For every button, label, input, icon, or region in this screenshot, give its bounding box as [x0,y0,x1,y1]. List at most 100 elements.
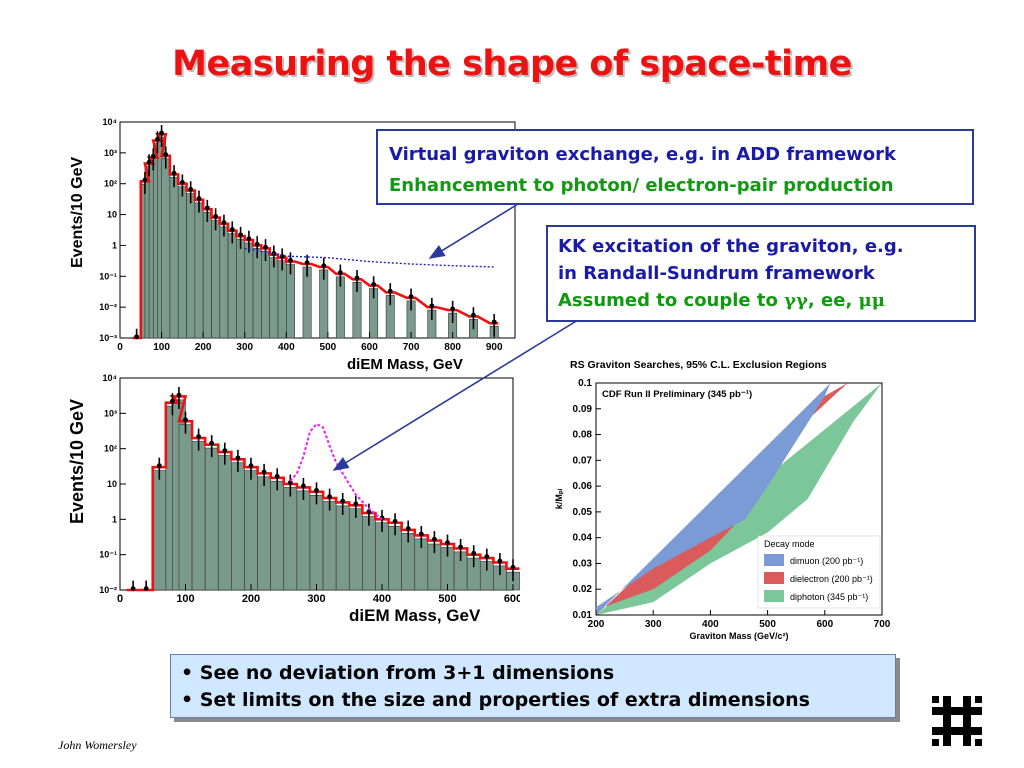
bottom-bar [362,516,376,591]
bottom-bar [335,505,350,591]
top-data-point [337,270,343,275]
top-data-point [229,227,235,232]
rs-callout-box: KK excitation of the graviton, e.g. in R… [546,225,976,322]
bottom-y-tick-label: 1 [112,514,117,524]
bottom-data-point [196,434,202,439]
bottom-bar [178,424,193,591]
top-x-tick-label: 900 [486,342,503,353]
author-footer: John Womersley [58,738,137,752]
bottom-data-point [484,554,490,560]
rs-y-tick-label: 0.08 [573,430,593,441]
top-data-point [304,260,310,266]
top-data-point [429,303,435,309]
bottom-bar [217,455,232,591]
add-callout-box: Virtual graviton exchange, e.g. in ADD f… [376,129,974,205]
bottom-x-tick-label: 300 [307,593,325,605]
bottom-bar [204,447,219,591]
top-x-tick-label: 600 [361,342,378,353]
bottom-y-tick-label: 10⁴ [103,374,117,383]
rs-legend-label: diphoton (345 pb⁻¹) [790,592,868,602]
top-bar [286,264,295,339]
top-data-point [471,312,476,318]
bottom-bar [244,470,258,591]
top-data-point [150,153,156,159]
rs-exclusion-plot: RS Graviton Searches, 95% C.L. Exclusion… [554,359,891,641]
bottom-data-point [340,498,346,504]
rs-x-tick-label: 200 [588,619,605,630]
top-x-tick-label: 0 [117,342,123,353]
bottom-data-point [209,440,215,446]
bottom-x-tick-label: 600 [504,593,520,605]
bottom-data-point [445,540,450,545]
bottom-y-tick-label: 10² [104,444,117,454]
top-data-point [221,220,227,225]
bottom-data-point [497,558,503,564]
top-bar [194,202,204,339]
rs-legend-swatch [764,554,784,566]
top-data-point [450,306,456,312]
top-bar [261,251,270,339]
top-y-tick-label: 10³ [104,148,117,158]
top-x-tick-label: 800 [444,342,461,353]
top-x-tick-label: 100 [153,342,170,353]
rs-dimuon-region [596,383,831,615]
bottom-data-point [353,501,359,507]
top-data-point [491,319,497,325]
rs-y-tick-label: 0.05 [573,507,593,518]
top-x-tick-label: 500 [320,342,337,353]
rs-legend-swatch [764,590,784,602]
top-x-tick-label: 700 [403,342,420,353]
bottom-bar [388,525,402,591]
top-data-point [371,281,377,287]
top-bar [319,269,329,339]
rs-callout-line1: KK excitation of the graviton, e.g. [558,236,904,257]
top-bar [219,226,229,339]
rs-callout-line2: in Randall-Sundrum framework [558,263,875,284]
bottom-bar [283,487,298,591]
rs-y-tick-label: 0.1 [578,378,592,389]
top-y-tick-label: 10 [107,210,117,220]
rs-y-tick-label: 0.03 [573,558,593,569]
bottom-data-point [314,487,319,493]
top-data-point [387,288,393,294]
bottom-signal-line [289,422,383,521]
bottom-data-point [301,483,306,489]
bottom-bar [375,522,389,591]
rs-x-tick-label: 400 [702,619,719,630]
top-y-tick-label: 10⁻² [99,302,117,312]
top-data-point [155,136,160,142]
bottom-data-point [418,531,424,537]
top-bar [236,238,246,339]
fermilab-logo-icon [932,696,982,746]
rs-y-tick-label: 0.02 [573,584,593,595]
bottom-data-point [510,564,516,570]
add-callout-line1: Virtual graviton exchange, e.g. in ADD f… [389,144,897,165]
rs-legend-title: Decay mode [764,539,815,549]
top-y-tick-label: 10⁻³ [99,333,117,343]
slide-title: Measuring the shape of space-time [172,44,852,84]
summary-bullet-1: • See no deviation from 3+1 dimensions [181,662,615,684]
add-callout-line2: Enhancement to photon/ electron-pair pro… [389,175,894,196]
top-y-tick-label: 10⁴ [103,117,117,127]
top-data-point [134,334,140,340]
bottom-data-point [143,586,149,591]
top-data-point [171,170,177,176]
rs-x-tick-label: 700 [874,619,891,630]
top-bar [277,260,287,339]
top-signal-line [244,247,495,268]
rs-y-tick-label: 0.07 [573,455,593,466]
rs-y-axis-label: k/Mₚₗ [554,488,564,509]
top-data-point [321,263,327,269]
bottom-data-point [392,518,398,524]
top-bar [177,186,187,339]
bottom-bar [322,501,337,591]
top-data-point [246,236,252,242]
top-bar [269,257,279,339]
top-bar [211,220,221,339]
summary-box: • See no deviation from 3+1 dimensions •… [170,654,896,718]
rs-legend-label: dielectron (200 pb⁻¹) [790,574,873,584]
rs-legend-swatch [764,572,784,584]
top-y-tick-label: 1 [112,240,117,250]
rs-y-tick-label: 0.04 [573,533,593,544]
rs-x-tick-label: 600 [816,619,833,630]
